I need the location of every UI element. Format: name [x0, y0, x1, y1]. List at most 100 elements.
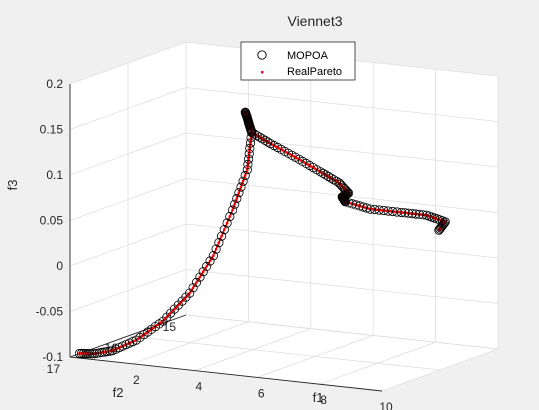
mopoa-point — [89, 349, 99, 359]
realpareto-point — [247, 152, 251, 155]
mopoa-point — [87, 349, 97, 359]
realpareto-point — [243, 174, 247, 177]
realpareto-point — [248, 144, 252, 147]
realpareto-point — [133, 339, 136, 343]
grid-line — [185, 223, 499, 259]
z-tick-label: -0.1 — [42, 350, 63, 364]
realpareto-point — [353, 203, 356, 206]
realpareto-point — [219, 238, 222, 241]
mopoa-point — [383, 206, 393, 216]
x-tick-label: 4 — [195, 380, 202, 394]
realpareto-point — [249, 139, 252, 142]
mopoa-point — [434, 225, 444, 235]
realpareto-point — [421, 213, 425, 216]
mopoa-point — [329, 175, 339, 185]
realpareto-point — [320, 171, 323, 174]
axis-line — [69, 356, 383, 392]
realpareto-point — [274, 145, 278, 148]
realpareto-point — [306, 163, 310, 166]
realpareto-point — [159, 321, 163, 324]
mopoa-point — [244, 154, 254, 164]
realpareto-point — [142, 333, 146, 336]
mopoa-point — [230, 199, 240, 209]
axes-frame — [69, 84, 383, 392]
realpareto-point — [175, 305, 178, 309]
y-tick-label: 15 — [163, 320, 177, 334]
legend: MOPOA RealPareto — [240, 41, 356, 81]
realpareto-point — [371, 208, 374, 211]
mopoa-point — [195, 272, 205, 282]
realpareto-point — [267, 141, 271, 144]
x-tick-label: 8 — [320, 393, 327, 407]
grid-line — [69, 269, 187, 312]
mopoa-point — [340, 190, 350, 200]
mopoa-point — [236, 182, 246, 192]
realpareto-point — [100, 351, 104, 354]
realpareto-point — [163, 317, 167, 321]
realpareto-point — [250, 133, 253, 137]
realpareto-point — [263, 139, 267, 142]
realpareto-point — [213, 251, 216, 254]
mopoa-point — [418, 210, 428, 220]
realpareto-point — [165, 315, 169, 319]
realpareto-point — [375, 208, 379, 211]
mopoa-point — [255, 132, 265, 142]
realpareto-point — [154, 325, 157, 328]
realpareto-point — [335, 180, 338, 183]
realpareto-point — [329, 176, 333, 180]
mopoa-point — [240, 170, 250, 181]
realpareto-point — [358, 204, 361, 208]
realpareto-point — [124, 343, 128, 346]
realpareto-point — [418, 213, 421, 216]
mopoa-point — [323, 171, 333, 182]
realpareto-point — [249, 141, 252, 145]
realpareto-point — [325, 174, 329, 177]
mopoa-point — [217, 231, 227, 241]
realpareto-point — [237, 191, 241, 194]
realpareto-point — [427, 214, 431, 218]
realpareto-point — [138, 336, 142, 339]
realpareto-point — [210, 257, 213, 260]
realpareto-point — [398, 211, 401, 214]
realpareto-point — [433, 216, 436, 220]
legend-box — [240, 41, 356, 81]
realpareto-point — [416, 212, 419, 216]
x-tick-label: 2 — [133, 373, 140, 387]
realpareto-point — [144, 332, 147, 335]
x-tick-label: 6 — [258, 386, 265, 400]
grid-line — [69, 178, 187, 221]
mopoa-point — [257, 134, 267, 144]
realpareto-point — [425, 213, 428, 217]
realpareto-point — [361, 205, 365, 209]
mopoa-point — [249, 129, 259, 139]
realpareto-point — [296, 157, 299, 160]
z-tick-label: 0.1 — [46, 168, 63, 182]
realpareto-point — [157, 322, 161, 326]
realpareto-point — [410, 212, 414, 215]
realpareto-point — [239, 185, 243, 189]
grid-line — [185, 314, 499, 350]
grid-lines — [69, 41, 499, 392]
realpareto-point — [261, 137, 264, 140]
legend-mopoa-marker — [257, 50, 267, 60]
mopoa-point — [321, 170, 331, 180]
realpareto-point — [227, 218, 230, 221]
realpareto-point — [367, 207, 370, 210]
mopoa-point — [379, 205, 389, 216]
z-tick-label: -0.05 — [36, 305, 64, 319]
realpareto-point — [365, 206, 368, 210]
realpareto-point — [331, 177, 334, 181]
realpareto-point — [235, 197, 238, 200]
mopoa-point — [374, 205, 384, 215]
realpareto-point — [156, 324, 159, 327]
realpareto-point — [95, 352, 99, 355]
mopoa-point — [414, 209, 424, 219]
grid-line — [185, 87, 499, 122]
axis-line — [69, 314, 187, 358]
realpareto-point — [245, 171, 248, 174]
realpareto-point — [135, 338, 138, 342]
realpareto-point — [321, 172, 325, 175]
mopoa-point — [185, 288, 195, 298]
realpareto-point — [409, 212, 412, 215]
